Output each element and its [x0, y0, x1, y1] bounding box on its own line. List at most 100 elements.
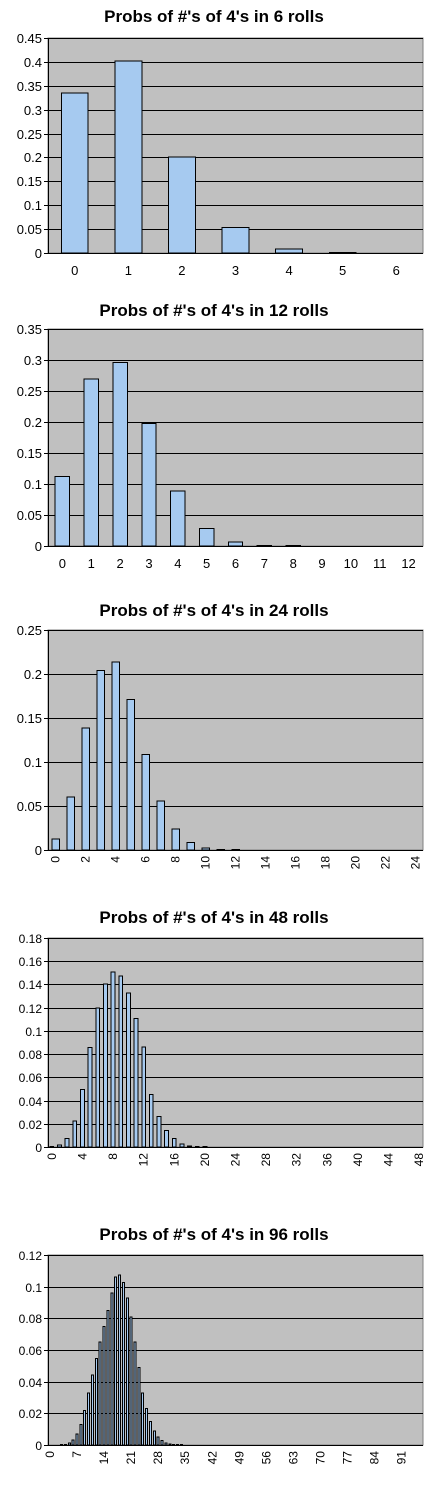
y-tick-label: 0.04	[19, 1095, 43, 1109]
bar	[63, 1443, 67, 1446]
bar	[176, 1443, 180, 1446]
x-tick-label: 22	[379, 856, 393, 870]
x-tick-label: 48	[412, 1153, 426, 1167]
x-tick-label: 28	[259, 1153, 273, 1167]
x-tick-label: 21	[124, 1451, 138, 1465]
y-tick-label: 0.2	[24, 150, 42, 165]
bar	[133, 1017, 139, 1148]
bar	[156, 1115, 162, 1148]
bar	[79, 1423, 83, 1446]
x-tick-label: 49	[232, 1451, 246, 1465]
bar	[125, 1297, 129, 1446]
chart-2: Probs of #'s of 4's in 12 rolls 0 0.05 0.1 0…	[17, 301, 424, 571]
plot-area	[47, 629, 424, 851]
y-tick-label: 0.25	[17, 127, 42, 142]
bar	[285, 544, 301, 547]
y-tick-label: 0.2	[24, 667, 42, 682]
y-tick-label: 0	[35, 246, 42, 261]
x-tick-label: 6	[393, 263, 400, 278]
y-tick-label: 0.08	[19, 1312, 43, 1326]
x-tick-label: 11	[373, 556, 387, 571]
x-tick-label: 24	[409, 856, 423, 870]
bar	[160, 1440, 164, 1446]
bar	[186, 842, 195, 851]
bar	[152, 1430, 156, 1446]
bar	[171, 828, 180, 851]
x-tick-label: 16	[289, 856, 303, 870]
y-tick-label: 0.05	[17, 222, 42, 237]
y-tick-label: 0.14	[19, 978, 43, 992]
bar	[81, 727, 90, 851]
bar	[202, 1145, 208, 1148]
y-tick-label: 0.25	[17, 623, 42, 638]
bar	[171, 1137, 177, 1148]
y-tick-label: 0.1	[25, 1025, 42, 1039]
bar	[179, 1143, 185, 1148]
x-tick-label: 6	[139, 856, 153, 863]
y-tick-label: 0	[35, 843, 42, 858]
bar	[275, 248, 303, 254]
x-tick-label: 24	[229, 1153, 243, 1167]
x-tick-label: 0	[71, 263, 78, 278]
x-tick-label: 40	[351, 1153, 365, 1167]
bar	[168, 1443, 172, 1446]
y-tick-label: 0.45	[17, 31, 42, 46]
chart-title: Probs of #'s of 4's in 6 rolls	[104, 7, 324, 26]
x-tick-label: 2	[79, 856, 93, 863]
y-tick-label: 0.1	[24, 477, 42, 492]
plot-area	[47, 328, 424, 547]
y-tick-label: 0	[35, 1439, 42, 1453]
bar	[80, 1088, 85, 1148]
y-tick-label: 0.05	[17, 799, 42, 814]
x-tick-label: 91	[395, 1451, 409, 1465]
bar	[148, 1093, 154, 1148]
x-tick-label: 12	[229, 856, 243, 870]
x-tick-label: 56	[259, 1451, 273, 1465]
x-tick-label: 16	[167, 1153, 181, 1167]
chart-title: Probs of #'s of 4's in 96 rolls	[99, 1225, 328, 1244]
plot-area	[47, 37, 424, 254]
x-tick-label: 0	[45, 1153, 59, 1160]
x-tick-label: 5	[203, 556, 210, 571]
bar	[87, 1392, 91, 1446]
x-tick-label: 14	[97, 1451, 111, 1465]
x-tick-label: 77	[341, 1451, 355, 1465]
y-tick-label: 0.15	[17, 174, 42, 189]
x-tick-label: 70	[314, 1451, 328, 1465]
bar	[110, 971, 116, 1148]
bar	[137, 1366, 141, 1446]
y-tick-label: 0.2	[24, 415, 42, 430]
bar	[102, 983, 108, 1148]
bar	[111, 661, 120, 851]
bar	[57, 1144, 62, 1148]
y-tick-label: 0.1	[25, 1281, 42, 1295]
x-tick-label: 4	[174, 556, 181, 571]
x-tick-label: 0	[49, 856, 63, 863]
y-tick-label: 0.3	[24, 353, 42, 368]
bar	[170, 490, 186, 547]
bar	[60, 1443, 64, 1446]
bar	[114, 1276, 118, 1446]
y-tick-label: 0.4	[24, 55, 42, 70]
x-tick-label: 8	[106, 1153, 120, 1160]
bar	[75, 1433, 79, 1446]
bar	[64, 1137, 70, 1148]
x-tick-label: 0	[59, 556, 66, 571]
bar	[118, 975, 124, 1148]
bar	[141, 1392, 145, 1446]
y-tick-label: 0.12	[19, 1002, 43, 1016]
x-tick-label: 6	[232, 556, 239, 571]
bar	[164, 1442, 168, 1446]
y-tick-label: 0.15	[17, 446, 42, 461]
bar	[179, 1443, 183, 1446]
bar	[256, 544, 273, 547]
x-tick-label: 2	[178, 263, 185, 278]
y-tick-label: 0.04	[19, 1376, 43, 1390]
x-tick-label: 10	[199, 856, 213, 870]
x-tick-label: 4	[109, 856, 123, 863]
x-tick-label: 20	[198, 1153, 212, 1167]
x-tick-label: 35	[178, 1451, 192, 1465]
x-tick-label: 0	[43, 1451, 57, 1458]
y-tick-label: 0.25	[17, 384, 42, 399]
bar	[83, 1409, 87, 1446]
